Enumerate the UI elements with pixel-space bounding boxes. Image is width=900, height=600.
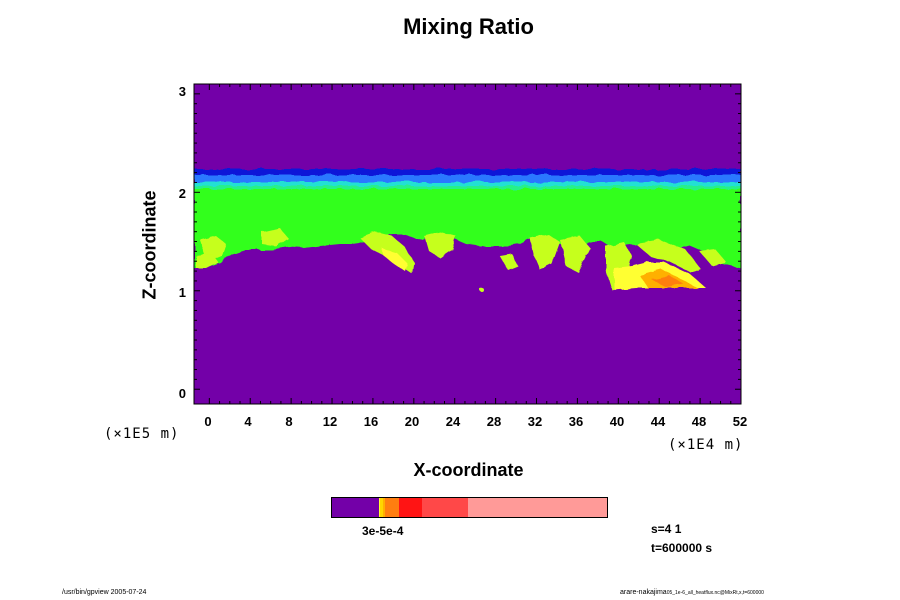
x-scale-label: (×1E4 m) bbox=[668, 437, 744, 453]
footer-user: arare-nakajima bbox=[620, 589, 667, 596]
y-scale-label: (×1E5 m) bbox=[104, 426, 180, 442]
colorbar bbox=[331, 497, 608, 518]
droplet bbox=[479, 287, 483, 291]
plume-6 bbox=[636, 240, 700, 272]
y-tick-label: 0 bbox=[178, 386, 186, 401]
info-s: s=4 1 bbox=[651, 522, 682, 536]
colorbar-segment bbox=[380, 498, 383, 517]
colorbar-segment bbox=[467, 498, 607, 517]
blob-left-edge bbox=[196, 254, 218, 268]
plume-2 bbox=[424, 232, 456, 258]
y-tick-label: 2 bbox=[178, 186, 186, 201]
x-tick-label: 32 bbox=[527, 414, 543, 429]
x-tick-label: 8 bbox=[285, 414, 293, 429]
colorbar-segment bbox=[332, 498, 379, 517]
plume-3 bbox=[530, 234, 560, 270]
plume-1-core bbox=[382, 248, 408, 272]
plume-8 bbox=[262, 228, 288, 246]
footer-source: arare-nakajima05_1e-6_all_heatflux.nc@Mi… bbox=[620, 589, 764, 596]
footer-command: /usr/bin/gpview 2005-07-24 bbox=[62, 589, 147, 596]
upper-boundary-dark bbox=[194, 169, 741, 175]
chart-title: Mixing Ratio bbox=[403, 14, 534, 39]
x-tick-label: 44 bbox=[650, 414, 666, 429]
colorbar-label: 3e-5e-4 bbox=[362, 524, 404, 538]
x-tick-label: 48 bbox=[691, 414, 707, 429]
info-t: t=600000 s bbox=[651, 541, 713, 555]
hotspot-red bbox=[652, 276, 684, 287]
upper-boundary-teal bbox=[194, 186, 741, 189]
plume-4 bbox=[560, 236, 590, 272]
x-tick-label: 20 bbox=[404, 414, 420, 429]
x-tick-label: 12 bbox=[322, 414, 338, 429]
colorbar-segment bbox=[378, 498, 381, 517]
x-tick-label: 52 bbox=[732, 414, 748, 429]
plot-frame bbox=[193, 83, 742, 405]
axis-ticks bbox=[194, 84, 742, 404]
x-tick-label: 40 bbox=[609, 414, 625, 429]
mixing-layer bbox=[194, 172, 741, 268]
plume-10 bbox=[700, 250, 726, 266]
footer-file: 05_1e-6_all_heatflux.nc@MixRt,x,t=600000 bbox=[666, 590, 764, 596]
plume-9 bbox=[500, 254, 518, 270]
colorbar-segment bbox=[382, 498, 386, 517]
x-tick-label: 4 bbox=[244, 414, 252, 429]
x-axis-label: X-coordinate bbox=[413, 460, 524, 480]
x-tick-label: 36 bbox=[568, 414, 584, 429]
upper-boundary-cyan bbox=[194, 182, 741, 186]
colorbar-segment bbox=[421, 498, 468, 517]
x-tick-label: 28 bbox=[486, 414, 502, 429]
colorbar-segment bbox=[385, 498, 400, 517]
x-tick-label: 24 bbox=[445, 414, 461, 429]
colorbar-segment bbox=[399, 498, 422, 517]
x-tick-label: 0 bbox=[204, 414, 212, 429]
x-tick-label: 16 bbox=[363, 414, 379, 429]
y-tick-label: 1 bbox=[178, 285, 186, 300]
y-tick-label: 3 bbox=[178, 84, 186, 99]
plume-7 bbox=[200, 236, 226, 258]
y-axis-label: Z-coordinate bbox=[139, 190, 160, 300]
upper-boundary-blue bbox=[194, 175, 741, 182]
